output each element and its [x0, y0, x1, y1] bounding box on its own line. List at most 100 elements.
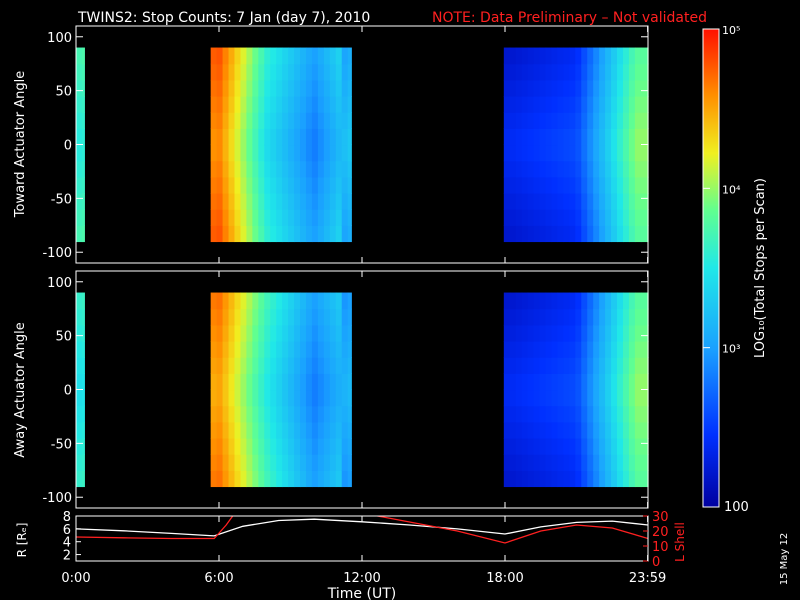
heatmap-cell — [622, 292, 630, 310]
heatmap-cell — [222, 96, 230, 113]
heatmap-cell — [611, 454, 618, 471]
heatmap-cell — [240, 128, 248, 146]
heatmap-cell — [628, 373, 636, 391]
heatmap-cell — [270, 405, 277, 423]
heatmap-cell — [81, 437, 85, 455]
heatmap-cell — [628, 112, 636, 129]
heatmap-cell — [605, 192, 612, 210]
heatmap-cell — [258, 79, 265, 97]
heatmap-cell — [210, 437, 218, 455]
heatmap-cell — [347, 96, 352, 113]
heatmap-cell — [521, 324, 529, 342]
heatmap-cell — [216, 47, 224, 65]
heatmap-cell — [228, 437, 236, 455]
heatmap-cell — [599, 63, 606, 81]
heatmap-cell — [341, 324, 349, 342]
heatmap-cell — [515, 225, 523, 243]
heatmap-cell — [521, 341, 529, 358]
heatmap-cell — [563, 341, 570, 358]
x-tick-label: 23:59 — [629, 571, 666, 586]
heatmap-cell — [563, 389, 570, 407]
heatmap-cell — [335, 160, 343, 178]
heatmap-cell — [622, 96, 630, 113]
heatmap-cell — [335, 112, 343, 129]
heatmap-cell — [617, 389, 624, 407]
heatmap-cell — [294, 308, 301, 326]
heatmap-cell — [521, 112, 529, 129]
heatmap-cell — [640, 341, 648, 358]
heatmap-cell — [294, 421, 301, 439]
heatmap-cell — [539, 454, 547, 471]
heatmap-cell — [634, 225, 642, 243]
colorbar-tick-label: 10³ — [722, 343, 740, 356]
heatmap-cell — [640, 209, 648, 226]
heatmap-cell — [515, 144, 523, 162]
heatmap-cell — [210, 292, 218, 310]
heatmap-cell — [282, 470, 289, 488]
heatmap-cell — [258, 324, 265, 342]
heatmap-cell — [527, 373, 535, 391]
heatmap-cell — [341, 209, 349, 226]
heatmap-cell — [622, 112, 630, 129]
heatmap-cell — [539, 421, 547, 439]
heatmap-cell — [210, 96, 218, 113]
heatmap-cell — [581, 324, 588, 342]
heatmap-cell — [240, 225, 248, 243]
heatmap-cell — [509, 128, 517, 146]
heatmap-cell — [305, 209, 313, 226]
heatmap-cell — [323, 79, 331, 97]
heatmap-cell — [509, 96, 517, 113]
heatmap-cell — [282, 176, 289, 194]
heatmap-cell — [288, 389, 295, 407]
heatmap-cell — [539, 47, 547, 65]
heatmap-cell — [563, 437, 570, 455]
heatmap-cell — [282, 292, 289, 310]
heatmap-cell — [246, 405, 253, 423]
heatmap-cell — [276, 421, 283, 439]
heatmap-cell — [527, 192, 535, 210]
heatmap-cell — [587, 341, 594, 358]
heatmap-cell — [270, 373, 277, 391]
heatmap-cell — [533, 324, 541, 342]
heatmap-cell — [216, 421, 224, 439]
heatmap-cell — [222, 308, 230, 326]
heatmap-cell — [210, 112, 218, 129]
heatmap-cell — [347, 308, 352, 326]
heatmap-cell — [557, 112, 564, 129]
heatmap-cell — [81, 421, 85, 439]
x-tick-label: 12:00 — [343, 571, 380, 586]
heatmap-cell — [509, 341, 517, 358]
heatmap-cell — [611, 128, 618, 146]
heatmap-cell — [539, 192, 547, 210]
heatmap-cell — [569, 47, 576, 65]
heatmap-cell — [509, 373, 517, 391]
heatmap-cell — [228, 160, 236, 178]
heatmap-cell — [252, 209, 259, 226]
heatmap-cell — [335, 454, 343, 471]
heatmap-cell — [81, 389, 85, 407]
heatmap-cell — [288, 63, 295, 81]
heatmap-cell — [288, 373, 295, 391]
heatmap-cell — [216, 405, 224, 423]
heatmap-cell — [317, 112, 325, 129]
heatmap-cell — [521, 373, 529, 391]
heatmap-cell — [81, 160, 85, 178]
heatmap-cell — [228, 421, 236, 439]
heatmap-cell — [545, 128, 553, 146]
heatmap-cell — [622, 144, 630, 162]
heatmap-cell — [294, 225, 301, 243]
heatmap-cell — [311, 63, 319, 81]
heatmap-cell — [599, 389, 606, 407]
heatmap-cell — [317, 454, 325, 471]
heatmap-cell — [341, 421, 349, 439]
heatmap-cell — [300, 421, 307, 439]
heatmap-cell — [634, 341, 642, 358]
heatmap-cell — [347, 292, 352, 310]
heatmap-cell — [617, 437, 624, 455]
heatmap-cell — [222, 176, 230, 194]
heatmap-cell — [234, 144, 242, 162]
heatmap-cell — [545, 308, 553, 326]
heatmap-cell — [587, 128, 594, 146]
heatmap-cell — [341, 96, 349, 113]
heatmap-cell — [622, 324, 630, 342]
